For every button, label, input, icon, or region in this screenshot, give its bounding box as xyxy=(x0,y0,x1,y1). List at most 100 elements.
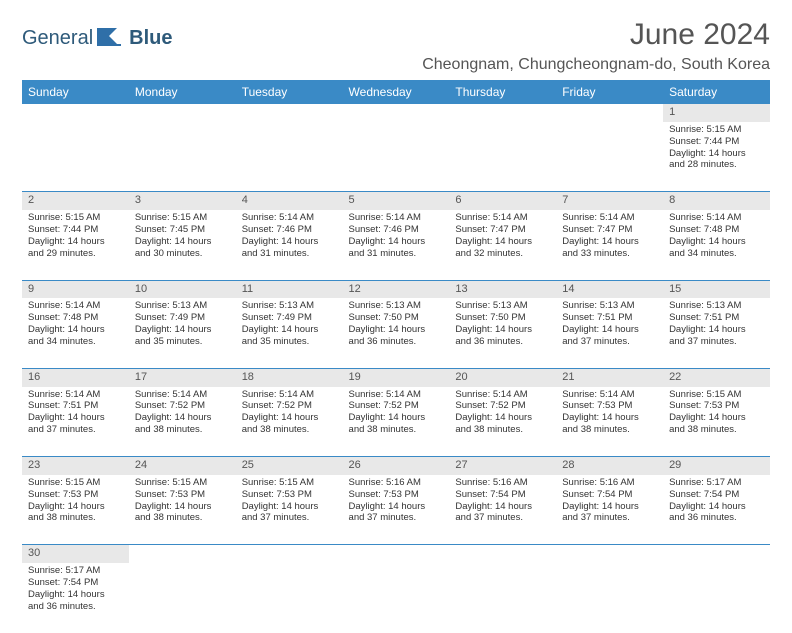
day-data-cell: Sunrise: 5:14 AMSunset: 7:53 PMDaylight:… xyxy=(556,387,663,457)
day-data-cell xyxy=(22,122,129,192)
cell-line: Sunset: 7:54 PM xyxy=(562,489,657,501)
day-number-row: 30 xyxy=(22,545,770,563)
cell-line: Daylight: 14 hours xyxy=(669,236,764,248)
cell-line: Sunset: 7:54 PM xyxy=(455,489,550,501)
cell-line: and 37 minutes. xyxy=(562,336,657,348)
cell-line: and 38 minutes. xyxy=(135,424,230,436)
day-number-cell: 6 xyxy=(449,192,556,210)
cell-line: and 37 minutes. xyxy=(455,512,550,524)
cell-line: Sunset: 7:53 PM xyxy=(28,489,123,501)
day-number-cell: 16 xyxy=(22,368,129,386)
cell-line: Daylight: 14 hours xyxy=(669,412,764,424)
cell-line: and 37 minutes. xyxy=(349,512,444,524)
cell-line: Daylight: 14 hours xyxy=(455,501,550,513)
cell-line: and 36 minutes. xyxy=(28,601,123,613)
cell-line: Sunrise: 5:14 AM xyxy=(135,389,230,401)
day-data-cell xyxy=(449,563,556,633)
day-data-cell: Sunrise: 5:15 AMSunset: 7:53 PMDaylight:… xyxy=(236,475,343,545)
cell-line: Sunrise: 5:17 AM xyxy=(28,565,123,577)
day-data-cell xyxy=(129,563,236,633)
day-data-cell: Sunrise: 5:14 AMSunset: 7:52 PMDaylight:… xyxy=(343,387,450,457)
cell-line: Sunset: 7:48 PM xyxy=(669,224,764,236)
cell-line: Daylight: 14 hours xyxy=(349,236,444,248)
cell-line: Sunrise: 5:17 AM xyxy=(669,477,764,489)
day-data-cell: Sunrise: 5:14 AMSunset: 7:46 PMDaylight:… xyxy=(236,210,343,280)
day-data-cell: Sunrise: 5:14 AMSunset: 7:51 PMDaylight:… xyxy=(22,387,129,457)
cell-line: Sunrise: 5:14 AM xyxy=(669,212,764,224)
cell-line: and 34 minutes. xyxy=(669,248,764,260)
location-label: Cheongnam, Chungcheongnam-do, South Kore… xyxy=(422,56,770,74)
cell-line: Sunrise: 5:16 AM xyxy=(349,477,444,489)
day-data-cell xyxy=(236,122,343,192)
day-data-cell: Sunrise: 5:14 AMSunset: 7:48 PMDaylight:… xyxy=(22,298,129,368)
cell-line: Sunrise: 5:14 AM xyxy=(562,389,657,401)
cell-line: and 38 minutes. xyxy=(135,512,230,524)
cell-line: Sunset: 7:49 PM xyxy=(242,312,337,324)
day-data-cell: Sunrise: 5:14 AMSunset: 7:52 PMDaylight:… xyxy=(236,387,343,457)
cell-line: and 33 minutes. xyxy=(562,248,657,260)
day-number-cell xyxy=(236,545,343,563)
day-number-cell xyxy=(449,104,556,122)
day-data-cell: Sunrise: 5:14 AMSunset: 7:47 PMDaylight:… xyxy=(556,210,663,280)
cell-line: Sunrise: 5:13 AM xyxy=(135,300,230,312)
day-header: Monday xyxy=(129,80,236,104)
cell-line: and 38 minutes. xyxy=(242,424,337,436)
cell-line: and 38 minutes. xyxy=(562,424,657,436)
day-number-cell: 24 xyxy=(129,457,236,475)
cell-line: Sunset: 7:50 PM xyxy=(349,312,444,324)
day-data-row: Sunrise: 5:15 AMSunset: 7:44 PMDaylight:… xyxy=(22,210,770,280)
cell-line: Sunset: 7:53 PM xyxy=(349,489,444,501)
cell-line: and 37 minutes. xyxy=(669,336,764,348)
cell-line: Sunrise: 5:15 AM xyxy=(28,477,123,489)
day-header: Wednesday xyxy=(343,80,450,104)
cell-line: Daylight: 14 hours xyxy=(349,324,444,336)
day-number-cell: 12 xyxy=(343,280,450,298)
day-number-cell: 26 xyxy=(343,457,450,475)
day-number-cell: 14 xyxy=(556,280,663,298)
day-data-cell xyxy=(343,563,450,633)
cell-line: Daylight: 14 hours xyxy=(349,501,444,513)
day-number-cell: 1 xyxy=(663,104,770,122)
day-number-cell xyxy=(236,104,343,122)
month-title: June 2024 xyxy=(422,18,770,52)
cell-line: Sunset: 7:46 PM xyxy=(242,224,337,236)
day-data-cell: Sunrise: 5:13 AMSunset: 7:49 PMDaylight:… xyxy=(236,298,343,368)
cell-line: Sunrise: 5:14 AM xyxy=(455,212,550,224)
day-data-cell: Sunrise: 5:16 AMSunset: 7:54 PMDaylight:… xyxy=(556,475,663,545)
cell-line: and 37 minutes. xyxy=(562,512,657,524)
day-number-cell xyxy=(556,104,663,122)
day-data-cell: Sunrise: 5:16 AMSunset: 7:53 PMDaylight:… xyxy=(343,475,450,545)
cell-line: Sunrise: 5:13 AM xyxy=(562,300,657,312)
cell-line: Daylight: 14 hours xyxy=(669,148,764,160)
day-data-cell: Sunrise: 5:17 AMSunset: 7:54 PMDaylight:… xyxy=(22,563,129,633)
day-data-row: Sunrise: 5:14 AMSunset: 7:51 PMDaylight:… xyxy=(22,387,770,457)
day-number-cell: 25 xyxy=(236,457,343,475)
logo-word1: General xyxy=(22,27,93,50)
flag-icon xyxy=(97,26,125,51)
day-number-cell: 13 xyxy=(449,280,556,298)
cell-line: Sunset: 7:47 PM xyxy=(562,224,657,236)
cell-line: Sunrise: 5:14 AM xyxy=(562,212,657,224)
cell-line: and 32 minutes. xyxy=(455,248,550,260)
day-number-cell: 7 xyxy=(556,192,663,210)
cell-line: Daylight: 14 hours xyxy=(242,501,337,513)
day-data-cell xyxy=(343,122,450,192)
day-data-cell: Sunrise: 5:15 AMSunset: 7:53 PMDaylight:… xyxy=(22,475,129,545)
cell-line: Daylight: 14 hours xyxy=(135,236,230,248)
day-number-cell xyxy=(129,104,236,122)
day-data-cell xyxy=(129,122,236,192)
day-number-cell: 3 xyxy=(129,192,236,210)
cell-line: Sunrise: 5:14 AM xyxy=(349,389,444,401)
cell-line: Sunset: 7:51 PM xyxy=(28,400,123,412)
cell-line: and 34 minutes. xyxy=(28,336,123,348)
cell-line: Sunset: 7:47 PM xyxy=(455,224,550,236)
cell-line: Sunset: 7:48 PM xyxy=(28,312,123,324)
cell-line: Sunset: 7:52 PM xyxy=(135,400,230,412)
cell-line: Sunrise: 5:14 AM xyxy=(28,389,123,401)
day-header-row: SundayMondayTuesdayWednesdayThursdayFrid… xyxy=(22,80,770,104)
day-data-cell: Sunrise: 5:14 AMSunset: 7:52 PMDaylight:… xyxy=(449,387,556,457)
cell-line: Sunset: 7:52 PM xyxy=(349,400,444,412)
day-number-cell xyxy=(129,545,236,563)
cell-line: Sunset: 7:44 PM xyxy=(28,224,123,236)
day-number-row: 23242526272829 xyxy=(22,457,770,475)
